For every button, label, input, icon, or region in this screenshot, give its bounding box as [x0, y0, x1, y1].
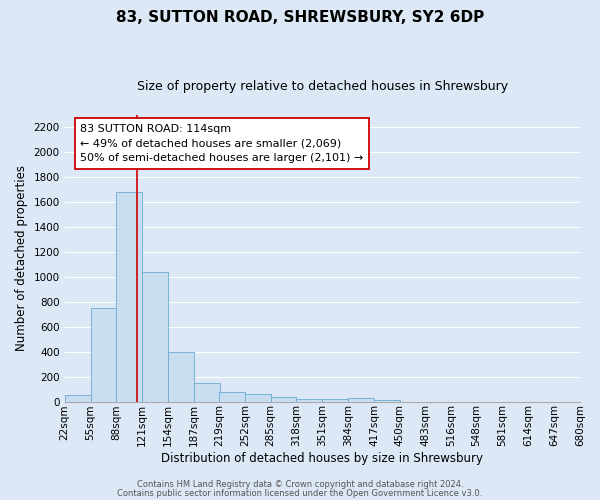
Y-axis label: Number of detached properties: Number of detached properties: [15, 166, 28, 352]
Bar: [219, 392, 245, 402]
Bar: [296, 399, 322, 402]
Text: Contains public sector information licensed under the Open Government Licence v3: Contains public sector information licen…: [118, 488, 482, 498]
Text: Contains HM Land Registry data © Crown copyright and database right 2024.: Contains HM Land Registry data © Crown c…: [137, 480, 463, 489]
Bar: [116, 192, 142, 402]
Text: 83 SUTTON ROAD: 114sqm
← 49% of detached houses are smaller (2,069)
50% of semi-: 83 SUTTON ROAD: 114sqm ← 49% of detached…: [80, 124, 364, 163]
Bar: [245, 394, 271, 402]
Bar: [91, 308, 116, 402]
Bar: [322, 399, 348, 402]
Bar: [194, 384, 220, 402]
X-axis label: Distribution of detached houses by size in Shrewsbury: Distribution of detached houses by size …: [161, 452, 484, 465]
Bar: [374, 400, 400, 402]
Bar: [65, 396, 91, 402]
Bar: [271, 397, 296, 402]
Bar: [348, 398, 374, 402]
Text: 83, SUTTON ROAD, SHREWSBURY, SY2 6DP: 83, SUTTON ROAD, SHREWSBURY, SY2 6DP: [116, 10, 484, 25]
Bar: [142, 272, 168, 402]
Bar: [168, 352, 194, 402]
Title: Size of property relative to detached houses in Shrewsbury: Size of property relative to detached ho…: [137, 80, 508, 93]
